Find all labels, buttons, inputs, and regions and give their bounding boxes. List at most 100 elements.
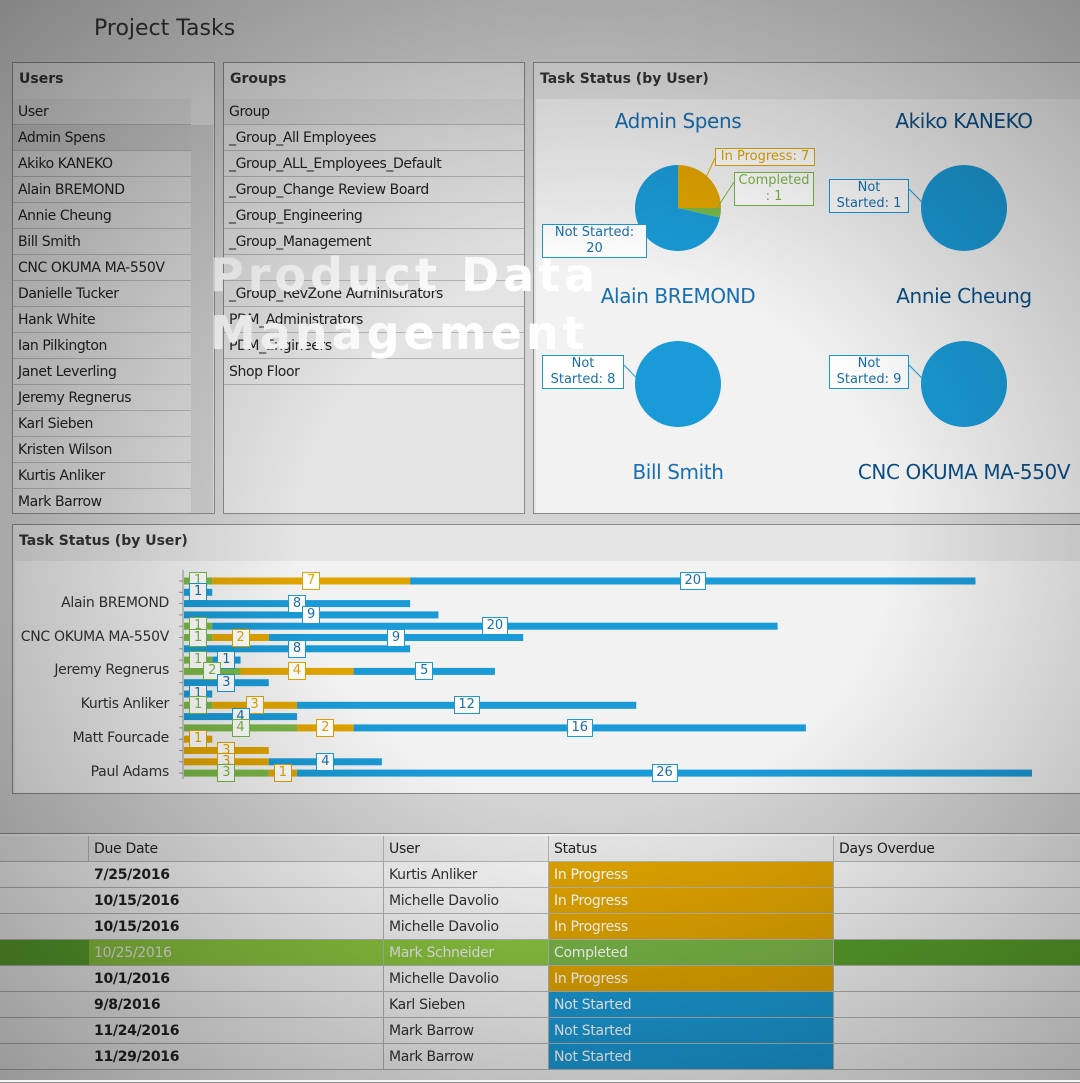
pie-title: Bill Smith: [632, 460, 724, 484]
overlay-title: Product Data Management: [210, 248, 600, 360]
pie-data-label: In Progress: 7: [715, 148, 815, 166]
bar-data-label: 2: [231, 628, 250, 647]
pie-slice: [635, 165, 720, 251]
user-row[interactable]: CNC OKUMA MA-550V: [13, 255, 191, 281]
table-cell: In Progress: [549, 862, 834, 888]
bar-data-label: 20: [679, 572, 706, 590]
column-header[interactable]: User: [13, 99, 191, 125]
bar-data-label: 1: [273, 764, 292, 783]
scrollbar[interactable]: [191, 125, 213, 513]
table-cell: Michelle Davolio: [384, 966, 549, 992]
column-header[interactable]: Due Date: [89, 836, 384, 862]
pie-title: Akiko KANEKO: [895, 109, 1033, 133]
bar-data-label: 5: [415, 662, 434, 681]
table-cell: Michelle Davolio: [384, 888, 549, 914]
page-title: Project Tasks: [94, 16, 236, 41]
pie-slice: [635, 341, 721, 427]
table-cell: In Progress: [549, 914, 834, 940]
leader-line: [703, 157, 716, 183]
bar-data-label: 1: [217, 651, 236, 670]
user-row[interactable]: Kurtis Anliker: [13, 463, 191, 489]
group-row[interactable]: _Group_All Employees: [224, 125, 524, 151]
user-row[interactable]: Annie Cheung: [13, 203, 191, 229]
group-row[interactable]: _Group_Engineering: [224, 203, 524, 229]
bar-data-label: 9: [387, 628, 405, 647]
pie-data-label: Not Started: 9: [829, 355, 909, 389]
group-row[interactable]: PDM_Engineers: [224, 333, 524, 359]
table-cell: In Progress: [549, 966, 834, 992]
group-row[interactable]: _Group_ALL_Employees_Default: [224, 151, 524, 177]
user-row[interactable]: Karl Sieben: [13, 411, 191, 437]
pie-slice: [921, 341, 1007, 427]
bar-data-label: 3: [245, 696, 264, 715]
bar-data-label: 2: [316, 718, 335, 737]
column-header[interactable]: Days Overdue: [834, 836, 1080, 862]
column-header[interactable]: Group: [224, 99, 524, 125]
pie-slice: [678, 165, 721, 208]
leader-line: [713, 181, 735, 213]
user-row[interactable]: Jeremy Regnerus: [13, 385, 191, 411]
pie-slice: [921, 165, 1007, 251]
pie-chart: [623, 157, 1007, 427]
table-cell: Mark Barrow: [384, 1044, 549, 1070]
bar-data-label: 1: [189, 583, 208, 602]
leader-line: [623, 364, 679, 421]
bar-data-label: 26: [651, 764, 678, 783]
group-row[interactable]: _Group_Management: [224, 229, 524, 255]
group-row[interactable]: _Group_Change Review Board: [224, 177, 524, 203]
table-cell: 9/8/2016: [89, 992, 384, 1018]
column-header[interactable]: User: [384, 836, 549, 862]
y-tick-label: Kurtis Anliker: [80, 696, 170, 713]
group-row[interactable]: PDM_Administrators: [224, 307, 524, 333]
bar-data-label: 3: [217, 764, 236, 783]
pie-data-label: Completed : 1: [734, 172, 814, 206]
panel-title: Groups: [230, 71, 287, 87]
table-cell: Kurtis Anliker: [384, 862, 549, 888]
bar-data-label: 7: [302, 572, 321, 590]
pie-title: CNC OKUMA MA-550V: [857, 460, 1071, 484]
bar-data-label: 8: [288, 639, 307, 658]
table-row-bg[interactable]: [0, 992, 1080, 1018]
panel-title: Task Status (by User): [540, 71, 709, 87]
user-row[interactable]: Hank White: [13, 307, 191, 333]
table-row-bg[interactable]: [0, 862, 1080, 888]
pie-data-label: Not Started: 1: [829, 179, 909, 213]
bar-data-label: 16: [566, 718, 593, 737]
leader-line: [908, 364, 965, 421]
bar-data-label: 20: [481, 617, 508, 636]
pie-data-label: Not Started: 8: [542, 355, 624, 389]
bar-data-label: 4: [316, 752, 335, 771]
y-tick-label: Alain BREMOND: [61, 594, 169, 611]
user-row[interactable]: Janet Leverling: [13, 359, 191, 385]
panel-title: Users: [19, 71, 64, 87]
table-cell: Mark Barrow: [384, 1018, 549, 1044]
column-header[interactable]: Status: [549, 836, 834, 862]
table-cell: 10/25/2016: [89, 940, 384, 966]
pie-title: Annie Cheung: [896, 284, 1032, 308]
table-cell: Not Started: [549, 992, 834, 1018]
pie-title: Admin Spens: [614, 109, 742, 133]
group-row[interactable]: Shop Floor: [224, 359, 524, 385]
user-row[interactable]: Alain BREMOND: [13, 177, 191, 203]
user-row[interactable]: Ian Pilkington: [13, 333, 191, 359]
panel-title: Task Status (by User): [19, 533, 188, 549]
user-row[interactable]: Admin Spens: [13, 125, 191, 151]
user-row[interactable]: Akiko KANEKO: [13, 151, 191, 177]
leader-line: [908, 188, 965, 245]
table-cell: 11/24/2016: [89, 1018, 384, 1044]
user-row[interactable]: Danielle Tucker: [13, 281, 191, 307]
group-row[interactable]: _Group_RevZone Administrators: [224, 281, 524, 307]
pie-title: Alain BREMOND: [600, 284, 756, 308]
y-tick-label: Paul Adams: [90, 764, 170, 781]
chart-area: [536, 99, 1080, 513]
user-row[interactable]: Kristen Wilson: [13, 437, 191, 463]
table-cell: Completed: [549, 940, 834, 966]
y-tick-label: CNC OKUMA MA-550V: [20, 628, 170, 645]
leader-line: [646, 230, 650, 235]
user-row[interactable]: Mark Barrow: [13, 489, 191, 513]
table-row-bg[interactable]: [0, 1044, 1080, 1070]
user-row[interactable]: Bill Smith: [13, 229, 191, 255]
pie-panel: Task Status (by User) Admin Spens In Prog…: [533, 62, 1080, 514]
bar-chart: [179, 570, 1033, 779]
